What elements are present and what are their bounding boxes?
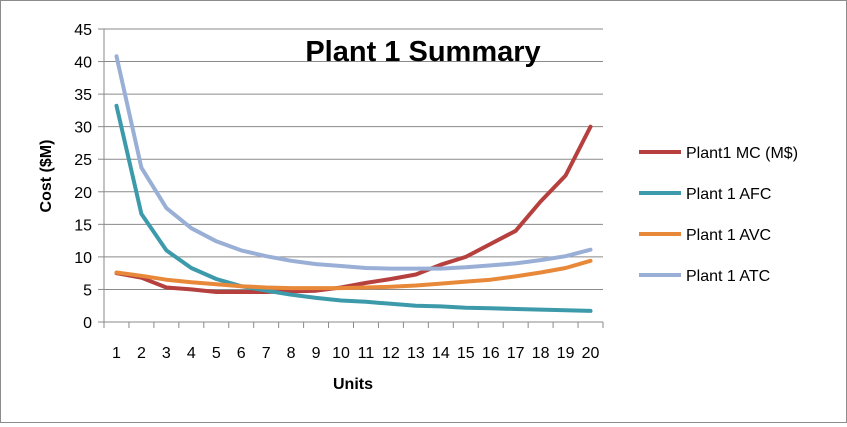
series-line-2 xyxy=(114,103,593,313)
x-tick-label: 1 xyxy=(112,345,121,362)
y-tick-label: 5 xyxy=(83,282,92,299)
series-line-3 xyxy=(114,258,593,291)
axes xyxy=(98,28,604,328)
x-tick-label: 4 xyxy=(187,345,196,362)
x-tick-label: 15 xyxy=(457,345,475,362)
x-tick-label: 7 xyxy=(262,345,271,362)
legend: Plant1 MC (M$) Plant 1 AFC Plant 1 AVC Plan… xyxy=(639,145,798,285)
x-tick-label: 19 xyxy=(557,345,575,362)
y-tick-label: 40 xyxy=(74,55,92,72)
x-tick-label: 11 xyxy=(358,345,375,362)
legend-label-1: Plant1 MC (M$) xyxy=(686,145,798,162)
y-tick-label: 25 xyxy=(74,152,92,169)
y-tick-label: 45 xyxy=(74,22,92,39)
legend-label-4: Plant 1 ATC xyxy=(686,268,770,285)
x-tick-label: 3 xyxy=(162,345,171,362)
x-tick-label: 18 xyxy=(532,345,550,362)
legend-label-3: Plant 1 AVC xyxy=(686,227,771,244)
x-axis-label: Units xyxy=(333,376,373,393)
series-line-4 xyxy=(114,54,593,271)
x-tick-label: 10 xyxy=(332,345,350,362)
x-tick-label: 5 xyxy=(212,345,221,362)
y-tick-label: 0 xyxy=(83,315,92,332)
x-tick-label: 6 xyxy=(237,345,246,362)
x-tick-label: 9 xyxy=(312,345,321,362)
x-tick-label: 13 xyxy=(407,345,425,362)
grid-lines xyxy=(104,28,603,290)
x-tick-label: 8 xyxy=(287,345,296,362)
y-tick-label: 35 xyxy=(74,87,92,104)
y-tick-label: 20 xyxy=(74,185,92,202)
x-tick-label: 20 xyxy=(582,345,600,362)
x-tick-label: 16 xyxy=(482,345,500,362)
series-line-1 xyxy=(114,124,593,294)
y-tick-label: 30 xyxy=(74,120,92,137)
series-lines xyxy=(114,54,593,313)
legend-label-2: Plant 1 AFC xyxy=(686,186,771,203)
y-axis-label: Cost ($M) xyxy=(38,140,55,213)
y-tick-label: 10 xyxy=(74,250,92,267)
x-tick-label: 14 xyxy=(432,345,450,362)
x-tick-label: 12 xyxy=(382,345,400,362)
y-tick-label: 15 xyxy=(74,217,92,234)
x-tick-label: 17 xyxy=(507,345,525,362)
x-tick-label: 2 xyxy=(137,345,146,362)
chart-title: Plant 1 Summary xyxy=(305,36,540,68)
